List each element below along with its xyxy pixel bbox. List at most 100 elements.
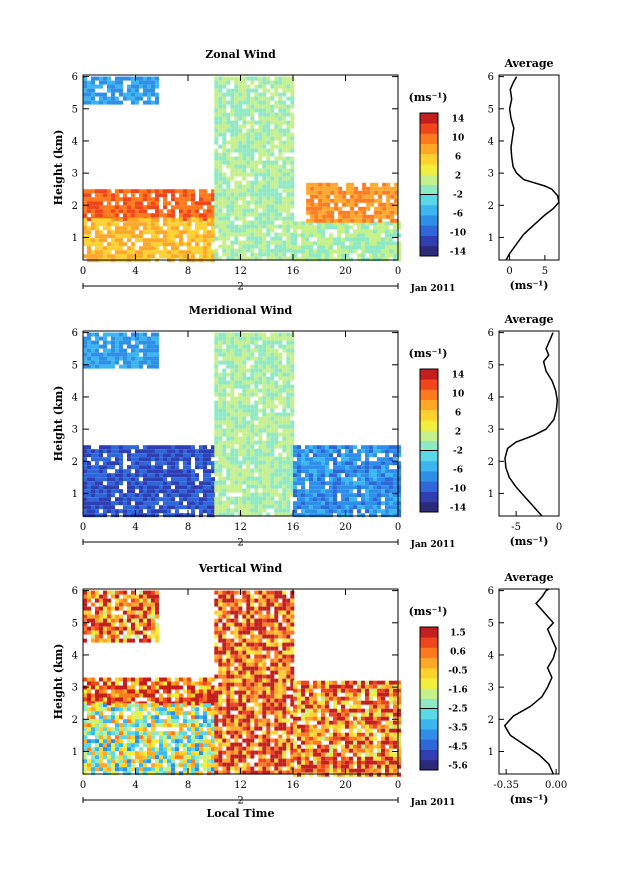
y-tick-label: 2 xyxy=(72,457,78,468)
heatmap-cell xyxy=(309,253,313,258)
heatmap-cell xyxy=(313,253,317,258)
heatmap-cell xyxy=(394,202,399,207)
heatmap-cell xyxy=(115,209,119,214)
heatmap-cell xyxy=(127,364,131,369)
heatmap-cell xyxy=(242,424,247,429)
heatmap-cell xyxy=(87,747,91,752)
heatmap-cell xyxy=(286,188,291,193)
heatmap-cell xyxy=(99,230,103,235)
heatmap-cell xyxy=(385,245,389,250)
heatmap-cell xyxy=(238,488,243,493)
heatmap-cell xyxy=(226,116,231,121)
heatmap-cell xyxy=(266,492,271,497)
heatmap-cell xyxy=(214,496,219,501)
heatmap-cell xyxy=(95,348,99,353)
heatmap-cell xyxy=(290,192,295,197)
heatmap-cell xyxy=(282,100,287,105)
heatmap-cell xyxy=(373,489,377,494)
heatmap-cell xyxy=(107,465,111,470)
heatmap-cell xyxy=(333,445,337,450)
heatmap-cell xyxy=(258,400,263,405)
heatmap-cell xyxy=(333,461,337,466)
heatmap-cell xyxy=(381,237,385,242)
heatmap-cell xyxy=(131,226,135,231)
heatmap-cell xyxy=(195,727,199,732)
heatmap-cell xyxy=(83,505,87,510)
heatmap-cell xyxy=(218,80,223,85)
heatmap-cell xyxy=(278,332,283,337)
heatmap-cell xyxy=(234,212,239,217)
heatmap-cell xyxy=(119,723,123,728)
heatmap-cell xyxy=(326,198,331,203)
heatmap-cell xyxy=(103,238,107,243)
heatmap-cell xyxy=(250,108,255,113)
heatmap-cell xyxy=(226,428,231,433)
heatmap-cell xyxy=(195,230,199,235)
heatmap-cell xyxy=(366,198,371,203)
heatmap-cell xyxy=(151,360,155,365)
heatmap-cell xyxy=(107,685,111,690)
heatmap-cell xyxy=(131,697,135,702)
heatmap-cell xyxy=(111,719,115,724)
heatmap-cell xyxy=(111,727,115,732)
heatmap-cell xyxy=(143,76,147,81)
heatmap-cell xyxy=(131,477,135,482)
heatmap-cell xyxy=(195,218,199,223)
heatmap-cell xyxy=(91,755,95,760)
heatmap-cell xyxy=(238,428,243,433)
heatmap-cell xyxy=(199,771,203,776)
heatmap-cell xyxy=(321,237,325,242)
heatmap-cell xyxy=(222,92,227,97)
heatmap-cell xyxy=(378,218,383,223)
heatmap-cell xyxy=(119,501,123,506)
heatmap-cell xyxy=(83,360,87,365)
heatmap-cell xyxy=(258,256,263,261)
heatmap-cell xyxy=(171,719,175,724)
heatmap-cell xyxy=(270,484,275,489)
heatmap-cell xyxy=(397,469,401,474)
heatmap-cell xyxy=(270,460,275,465)
heatmap-cell xyxy=(290,336,295,341)
heatmap-cell xyxy=(111,485,115,490)
heatmap-cell xyxy=(226,208,231,213)
heatmap-cell xyxy=(258,476,263,481)
heatmap-cell xyxy=(254,104,259,109)
heatmap-cell xyxy=(390,190,395,195)
heatmap-cell xyxy=(293,505,297,510)
heatmap-cell xyxy=(270,104,275,109)
heatmap-cell xyxy=(397,501,401,506)
heatmap-cell xyxy=(127,767,131,772)
heatmap-cell xyxy=(91,711,95,716)
heatmap-cell xyxy=(127,356,131,361)
y-tick-label: 6 xyxy=(72,328,78,339)
heatmap-cell xyxy=(369,485,373,490)
heatmap-cell xyxy=(234,224,239,229)
heatmap-cell xyxy=(278,492,283,497)
heatmap-cell xyxy=(119,602,123,607)
heatmap-cell xyxy=(187,205,191,210)
heatmap-cell xyxy=(322,182,327,187)
heatmap-cell xyxy=(159,445,163,450)
heatmap-cell xyxy=(266,124,271,129)
heatmap-cell xyxy=(337,225,341,230)
heatmap-cell xyxy=(155,80,159,85)
heatmap-cell xyxy=(95,246,99,251)
heatmap-cell xyxy=(131,246,135,251)
heatmap-cell xyxy=(282,92,287,97)
heatmap-cell xyxy=(234,352,239,357)
heatmap-cell xyxy=(290,464,295,469)
heatmap-cell xyxy=(309,489,313,494)
heatmap-cell xyxy=(290,456,295,461)
heatmap-cell xyxy=(139,723,143,728)
heatmap-cell xyxy=(107,634,111,639)
heatmap-cell xyxy=(266,472,271,477)
heatmap-cell xyxy=(270,448,275,453)
avg-y-tick-label: 2 xyxy=(488,457,494,468)
heatmap-cell xyxy=(313,457,317,462)
heatmap-cell xyxy=(115,348,119,353)
heatmap-cell xyxy=(143,703,147,708)
heatmap-cell xyxy=(103,505,107,510)
heatmap-cell xyxy=(163,218,167,223)
heatmap-cell xyxy=(290,196,295,201)
heatmap-cell xyxy=(393,453,397,458)
